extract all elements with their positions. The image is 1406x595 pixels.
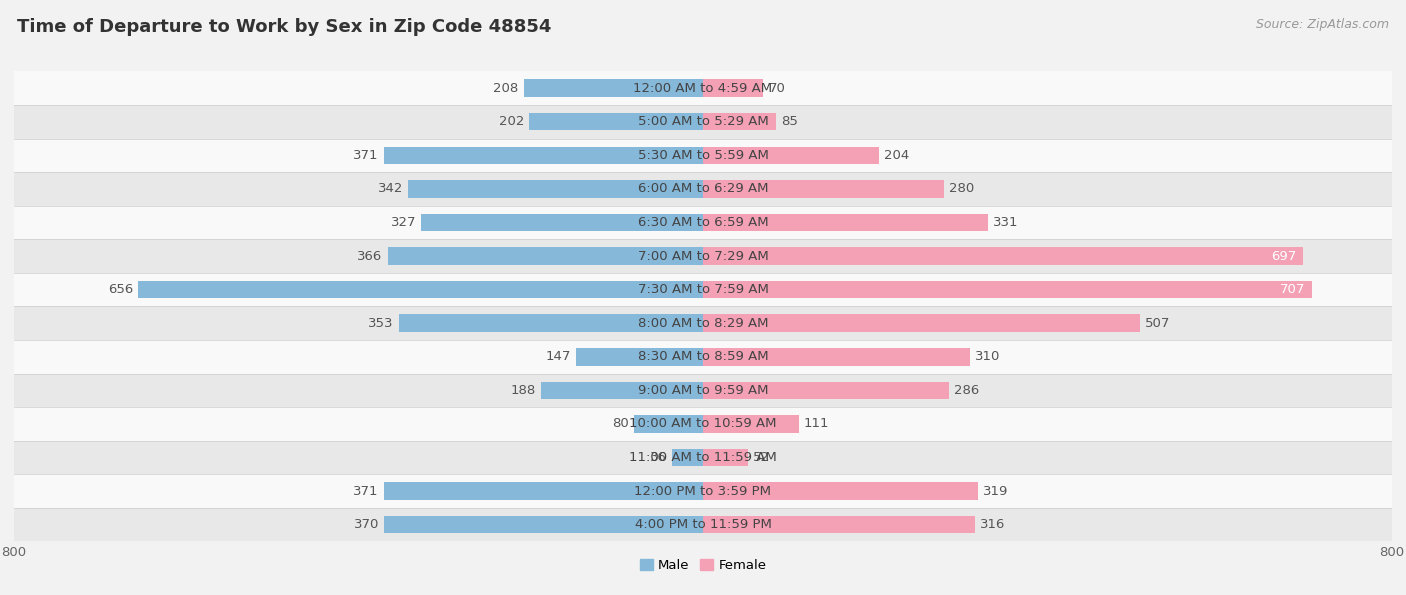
Bar <box>541 381 703 399</box>
Bar <box>422 214 703 231</box>
Bar <box>388 248 703 265</box>
Text: 11:00 AM to 11:59 AM: 11:00 AM to 11:59 AM <box>628 451 778 464</box>
Bar <box>703 449 748 466</box>
Text: 204: 204 <box>884 149 910 162</box>
Bar <box>703 348 970 365</box>
Text: 370: 370 <box>354 518 380 531</box>
Bar <box>529 113 703 130</box>
Text: 10:00 AM to 10:59 AM: 10:00 AM to 10:59 AM <box>630 418 776 430</box>
Bar <box>384 146 703 164</box>
Bar <box>576 348 703 365</box>
Text: 8:30 AM to 8:59 AM: 8:30 AM to 8:59 AM <box>638 350 768 364</box>
Bar <box>138 281 703 298</box>
Text: 366: 366 <box>357 249 382 262</box>
Text: 707: 707 <box>1279 283 1305 296</box>
Bar <box>384 483 703 500</box>
Text: 7:00 AM to 7:29 AM: 7:00 AM to 7:29 AM <box>638 249 768 262</box>
Bar <box>703 113 776 130</box>
Text: Time of Departure to Work by Sex in Zip Code 48854: Time of Departure to Work by Sex in Zip … <box>17 18 551 36</box>
Bar <box>703 381 949 399</box>
Bar <box>524 80 703 97</box>
Text: 4:00 PM to 11:59 PM: 4:00 PM to 11:59 PM <box>634 518 772 531</box>
Bar <box>14 139 1392 172</box>
Bar <box>14 441 1392 474</box>
Bar <box>14 407 1392 441</box>
Bar <box>14 474 1392 508</box>
Bar <box>703 281 1312 298</box>
Bar <box>14 206 1392 239</box>
Text: 208: 208 <box>494 82 519 95</box>
Text: 319: 319 <box>983 484 1008 497</box>
Text: 12:00 PM to 3:59 PM: 12:00 PM to 3:59 PM <box>634 484 772 497</box>
Text: 5:30 AM to 5:59 AM: 5:30 AM to 5:59 AM <box>637 149 769 162</box>
Bar <box>703 248 1303 265</box>
Bar <box>14 508 1392 541</box>
Text: 371: 371 <box>353 149 378 162</box>
Text: 147: 147 <box>546 350 571 364</box>
Text: 85: 85 <box>782 115 799 129</box>
Text: 8:00 AM to 8:29 AM: 8:00 AM to 8:29 AM <box>638 317 768 330</box>
Text: 316: 316 <box>980 518 1005 531</box>
Text: 202: 202 <box>499 115 524 129</box>
Text: 9:00 AM to 9:59 AM: 9:00 AM to 9:59 AM <box>638 384 768 397</box>
Bar <box>384 516 703 533</box>
Text: 327: 327 <box>391 216 416 229</box>
Text: 12:00 AM to 4:59 AM: 12:00 AM to 4:59 AM <box>634 82 772 95</box>
Bar <box>634 415 703 433</box>
Text: 80: 80 <box>612 418 628 430</box>
Bar <box>703 80 763 97</box>
Text: 342: 342 <box>378 183 404 195</box>
Text: 36: 36 <box>650 451 666 464</box>
Bar <box>399 315 703 332</box>
Bar <box>14 239 1392 273</box>
Text: 353: 353 <box>368 317 394 330</box>
Bar <box>703 483 977 500</box>
Text: 697: 697 <box>1271 249 1296 262</box>
Text: 371: 371 <box>353 484 378 497</box>
Text: 6:30 AM to 6:59 AM: 6:30 AM to 6:59 AM <box>638 216 768 229</box>
Bar <box>14 105 1392 139</box>
Bar <box>703 214 988 231</box>
Text: 286: 286 <box>955 384 980 397</box>
Bar <box>703 146 879 164</box>
Bar <box>14 340 1392 374</box>
Bar <box>703 315 1140 332</box>
Bar <box>409 180 703 198</box>
Text: 70: 70 <box>769 82 786 95</box>
Bar <box>14 374 1392 407</box>
Text: 331: 331 <box>993 216 1019 229</box>
Text: 7:30 AM to 7:59 AM: 7:30 AM to 7:59 AM <box>637 283 769 296</box>
Text: 111: 111 <box>804 418 830 430</box>
Bar <box>14 172 1392 206</box>
Bar <box>672 449 703 466</box>
Bar <box>14 71 1392 105</box>
Bar <box>703 415 799 433</box>
Text: 188: 188 <box>510 384 536 397</box>
Text: 656: 656 <box>108 283 134 296</box>
Text: 52: 52 <box>754 451 770 464</box>
Bar <box>703 516 976 533</box>
Bar <box>14 306 1392 340</box>
Bar <box>703 180 945 198</box>
Text: 310: 310 <box>976 350 1001 364</box>
Text: 280: 280 <box>949 183 974 195</box>
Text: 6:00 AM to 6:29 AM: 6:00 AM to 6:29 AM <box>638 183 768 195</box>
Legend: Male, Female: Male, Female <box>634 553 772 577</box>
Text: 507: 507 <box>1144 317 1170 330</box>
Text: 5:00 AM to 5:29 AM: 5:00 AM to 5:29 AM <box>638 115 768 129</box>
Bar <box>14 273 1392 306</box>
Text: Source: ZipAtlas.com: Source: ZipAtlas.com <box>1256 18 1389 31</box>
